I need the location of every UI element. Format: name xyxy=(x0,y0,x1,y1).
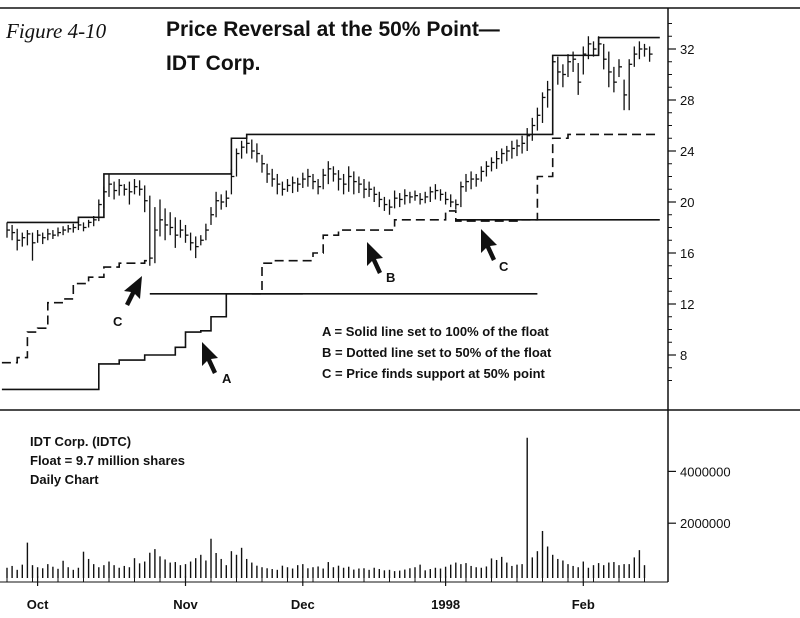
price-y-tick-label: 20 xyxy=(680,195,694,210)
marker-c-left: C xyxy=(113,314,123,329)
float-100pct-line-prior xyxy=(1,293,303,391)
float-100pct-line xyxy=(7,36,660,224)
volume-y-tick-label: 2000000 xyxy=(680,516,731,531)
price-y-tick-label: 16 xyxy=(680,246,694,261)
volume-float-label: Float = 9.7 million shares xyxy=(30,453,185,468)
float-50pct-line xyxy=(1,259,150,364)
chart-title-line1: Price Reversal at the 50% Point— xyxy=(166,18,500,41)
arrow-a-icon xyxy=(202,342,218,374)
arrow-c-right-icon xyxy=(481,229,497,261)
x-tick-label: 1998 xyxy=(431,597,460,612)
marker-a: A xyxy=(222,371,232,386)
chart-title-line2: IDT Corp. xyxy=(166,52,261,75)
legend-item-c: C = Price finds support at 50% point xyxy=(322,366,546,381)
arrow-b-icon xyxy=(367,242,383,274)
marker-c-right: C xyxy=(499,259,509,274)
float-50pct-line-later xyxy=(251,133,660,295)
x-tick-label: Dec xyxy=(291,597,315,612)
volume-company-label: IDT Corp. (IDTC) xyxy=(30,434,131,449)
price-y-tick-label: 12 xyxy=(680,297,694,312)
legend-item-b: B = Dotted line set to 50% of the float xyxy=(322,345,552,360)
x-tick-label: Oct xyxy=(27,597,49,612)
price-panel xyxy=(1,36,660,391)
x-tick-label: Feb xyxy=(572,597,595,612)
price-y-tick-label: 28 xyxy=(680,93,694,108)
volume-period-label: Daily Chart xyxy=(30,472,99,487)
marker-b: B xyxy=(386,270,395,285)
price-y-tick-label: 24 xyxy=(680,144,694,159)
axes: 8 12 16 20 24 28 32 2000000 4000000 Oct Nov Dec 1998… xyxy=(6,23,731,612)
legend-item-a: A = Solid line set to 100% of the float xyxy=(322,324,549,339)
figure-label: Figure 4-10 xyxy=(5,19,107,43)
volume-y-tick-label: 4000000 xyxy=(680,464,731,479)
x-tick-label: Nov xyxy=(173,597,198,612)
volume-panel xyxy=(6,437,646,578)
arrow-c-left-icon xyxy=(124,276,142,306)
price-y-tick-label: 8 xyxy=(680,348,687,363)
price-y-tick-label: 32 xyxy=(680,42,694,57)
